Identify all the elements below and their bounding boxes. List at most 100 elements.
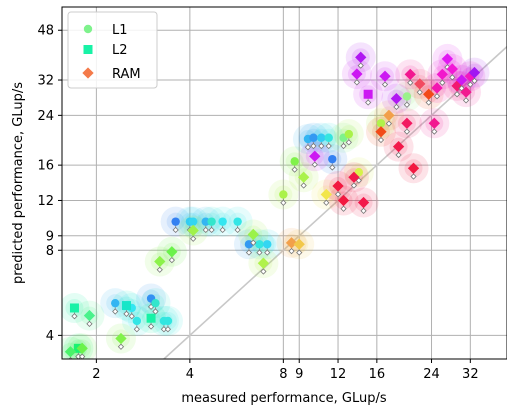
data-point-l1 [402, 92, 412, 101]
point-stem-cap [219, 226, 226, 234]
reference-line-layer [163, 46, 507, 359]
data-point-l1 [201, 217, 210, 226]
point-stem-cap [381, 81, 389, 88]
point-stem-cap [403, 101, 411, 108]
legend-label-l2: L2 [112, 43, 128, 58]
data-point-l1 [111, 298, 120, 308]
point-stem-cap [310, 142, 317, 150]
data-point-l1 [324, 133, 333, 142]
data-point-ram [348, 171, 360, 183]
x-axis-title: measured performance, GLup/s [181, 391, 387, 406]
point-stem-cap [147, 323, 155, 330]
point-stem-cap [117, 343, 125, 350]
plot-frame [61, 6, 507, 360]
data-point-l1 [218, 217, 227, 226]
data-point-ram [247, 228, 259, 241]
point-stem-cap [393, 103, 400, 111]
point-stem-cap [453, 91, 461, 98]
x-tick-label: 12 [330, 367, 347, 382]
point-stem-cap [365, 99, 372, 106]
point-stem-cap [325, 142, 332, 150]
data-point-l1 [132, 316, 142, 326]
point-stem-cap [164, 326, 172, 333]
point-stem-cap [160, 326, 168, 333]
point-stem-cap [395, 151, 402, 159]
data-point-l2 [121, 301, 131, 311]
legend-marker-l2 [83, 45, 93, 54]
point-stem-cap [410, 173, 417, 180]
point-stem-cap [256, 249, 263, 256]
data-point-l1 [279, 190, 288, 199]
data-point-ram [309, 150, 321, 162]
point-stem-cap [318, 142, 325, 150]
point-stem-cap [439, 79, 446, 86]
point-stem-cap [280, 199, 287, 206]
point-stem-cap [112, 308, 119, 315]
data-point-ram [154, 255, 166, 268]
point-stem-cap [304, 144, 312, 151]
point-stem-cap [467, 81, 474, 88]
point-stem-cap [416, 89, 423, 96]
data-point-ram [355, 51, 367, 63]
point-stem-cap [75, 353, 82, 359]
point-stem-cap [340, 142, 347, 150]
point-stem-cap [291, 166, 298, 173]
point-stem-cap [407, 79, 414, 86]
data-point-l1 [163, 316, 173, 326]
data-point-l1 [309, 133, 318, 142]
point-stem-cap [462, 97, 470, 104]
x-tick-label: 4 [186, 367, 194, 382]
point-stem-cap [208, 226, 215, 234]
point-stem-cap [168, 256, 175, 264]
point-stem-cap [71, 313, 78, 320]
data-point-l1 [151, 298, 160, 308]
data-point-l1 [344, 129, 354, 139]
y-tick-label: 24 [37, 109, 54, 124]
data-point-ram [332, 180, 344, 192]
y-tick-label: 16 [37, 159, 54, 174]
data-point-l1 [255, 240, 264, 249]
y-tick-label: 4 [46, 329, 54, 344]
points-layer [64, 51, 481, 359]
data-point-l1 [171, 217, 180, 226]
point-stem-cap [152, 308, 159, 315]
point-stem-cap [79, 353, 86, 359]
y-tick-label: 12 [37, 194, 54, 209]
point-stem-cap [172, 226, 179, 234]
point-stem-cap [311, 161, 318, 168]
data-point-ram [293, 238, 305, 250]
data-point-ram [357, 196, 370, 209]
point-stem-cap [123, 310, 130, 317]
point-stem-cap [190, 235, 197, 242]
point-stem-cap [234, 226, 241, 234]
point-stem-cap [431, 128, 438, 135]
point-stem-cap [449, 74, 456, 81]
point-stem-cap [264, 249, 271, 256]
point-stem-cap [288, 248, 295, 255]
point-stem-cap [350, 182, 358, 189]
x-axis-ticks: 2 4 8 9 12 16 24 32 [92, 359, 479, 382]
point-stem-cap [360, 207, 367, 214]
x-tick-label: 16 [369, 367, 386, 382]
data-point-l1 [317, 133, 326, 142]
data-point-ram [187, 224, 199, 237]
point-stem-cap [245, 249, 253, 256]
point-stem-cap [250, 239, 257, 246]
data-point-l1 [188, 217, 198, 226]
y-tick-label: 48 [37, 24, 54, 39]
reference-line [163, 46, 507, 359]
data-point-l1 [233, 217, 242, 226]
data-point-l1 [328, 154, 337, 164]
x-tick-label: 24 [423, 367, 440, 382]
data-point-ram [441, 53, 454, 65]
data-point-l1 [354, 168, 364, 177]
point-stem-cap [345, 139, 352, 146]
data-point-ram [392, 140, 405, 153]
point-stem-cap [260, 268, 267, 275]
data-point-ram [285, 237, 298, 249]
point-stem-cap [156, 266, 163, 273]
x-tick-label: 2 [92, 367, 100, 382]
point-stem-cap [353, 79, 360, 86]
point-stem-cap [357, 62, 364, 69]
